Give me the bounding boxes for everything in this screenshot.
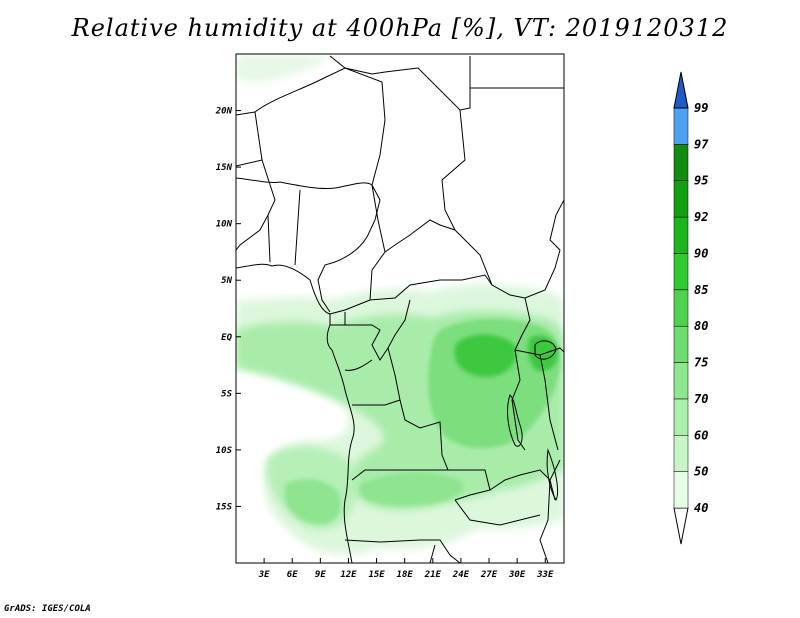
border-west-3 (267, 214, 271, 263)
lat-tick-label: 10S (216, 446, 233, 456)
legend-color-box (673, 362, 689, 400)
legend-level-label: 99 (694, 101, 708, 115)
lon-tick-label: 6E (287, 570, 298, 580)
border-sudan-3 (549, 199, 564, 251)
lat-tick-label: 20N (215, 107, 233, 117)
legend-level-label: 90 (694, 246, 708, 260)
legend-upper-triangle (673, 71, 689, 109)
legend-level-label: 92 (694, 210, 708, 224)
humidity-contour-75-south (360, 472, 464, 506)
lon-tick-label: 12E (340, 570, 357, 580)
legend-level-label: 97 (694, 137, 709, 151)
map-title: Relative humidity at 400hPa [%], VT: 201… (71, 14, 729, 42)
legend-color-box (673, 289, 689, 327)
humidity-contour-85 (455, 334, 517, 377)
legend-level-label: 75 (694, 356, 708, 370)
humidity-field (236, 56, 564, 555)
border-north-4 (441, 109, 466, 231)
lat-tick-label: 15N (216, 163, 233, 173)
legend-level-label: 80 (694, 319, 708, 333)
country-borders (236, 55, 564, 563)
legend-lower-triangle (673, 507, 689, 545)
lon-tick-label: 18E (397, 570, 414, 580)
lat-tick-label: EQ (221, 333, 232, 343)
legend-level-label: 50 (694, 465, 708, 479)
border-west-2 (236, 177, 381, 263)
map-frame (235, 53, 565, 564)
border-east-africa (511, 297, 531, 451)
lon-tick-label: 33E (536, 570, 554, 580)
lat-tick-label: 15S (216, 502, 233, 512)
legend-level-label: 40 (694, 501, 708, 515)
border-lake-victoria (534, 340, 557, 360)
border-lake-malawi (546, 448, 559, 502)
lon-tick-label: 9E (315, 570, 326, 580)
border-congo (344, 299, 411, 361)
grads-credit: GrADS: IGES/COLA (4, 604, 91, 614)
border-cameroon (317, 261, 336, 313)
legend-color-box (673, 471, 689, 509)
border-south-2 (429, 544, 436, 563)
lat-tick-label: 5N (221, 276, 232, 286)
legend-color-box (673, 216, 689, 254)
border-angola-2 (351, 469, 448, 481)
lon-tick-label: 27E (480, 570, 498, 580)
legend-level-label: 60 (694, 428, 708, 442)
color-legend: 40 50 60 70 75 80 85 90 92 95 97 99 (673, 71, 709, 545)
border-sudan (384, 219, 456, 253)
legend-color-box (673, 144, 689, 181)
border-north-1 (236, 67, 386, 186)
legend-color-box (673, 398, 689, 436)
border-uganda (514, 347, 564, 356)
border-sudan-2 (454, 229, 561, 299)
legend-color-box (673, 435, 689, 472)
border-zambia (489, 469, 556, 501)
humidity-contour-75-sw (285, 479, 342, 525)
border-cameroon-2 (329, 299, 371, 315)
legend-level-label: 95 (694, 174, 708, 188)
legend-color-box (673, 107, 689, 145)
longitude-ticks: 3E 6E 9E 12E 15E 18E 21E 24E 27E 30E 33E (258, 558, 554, 580)
legend-color-box (673, 325, 689, 363)
border-west-4 (294, 189, 301, 266)
lon-tick-label: 24E (452, 570, 470, 580)
legend-color-box (673, 180, 689, 218)
border-north-5 (236, 111, 263, 167)
border-south (344, 539, 461, 563)
legend-color-box (673, 253, 689, 291)
border-east-2 (539, 459, 561, 563)
lon-tick-label: 21E (424, 570, 442, 580)
coastline (236, 263, 355, 563)
border-tanzania (539, 354, 559, 451)
border-angola (399, 399, 491, 501)
legend-level-label: 85 (694, 283, 708, 297)
border-gabon (344, 359, 373, 371)
lat-tick-label: 10N (216, 220, 233, 230)
border-chad (369, 184, 493, 301)
lon-tick-label: 30E (508, 570, 526, 580)
lon-tick-label: 15E (368, 570, 385, 580)
lat-tick-label: 5S (221, 389, 232, 399)
humidity-contour-40-north (236, 56, 330, 83)
legend-level-label: 70 (694, 392, 708, 406)
border-north-2 (329, 55, 471, 111)
border-west-1 (236, 159, 276, 251)
lon-tick-label: 3E (258, 570, 270, 580)
border-lake-tanganyika (507, 394, 523, 447)
border-zambia-2 (454, 499, 541, 526)
latitude-ticks: 20N 15N 10N 5N EQ 5S 10S 15S (215, 107, 241, 512)
